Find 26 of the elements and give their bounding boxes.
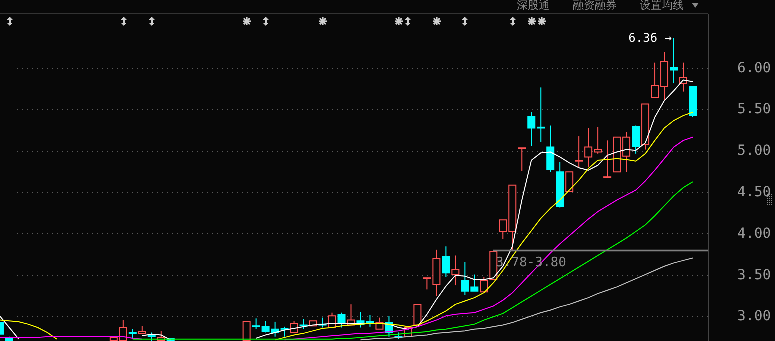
candlestick	[670, 38, 678, 84]
candlestick	[518, 148, 526, 172]
candlestick	[338, 312, 346, 328]
y-tick-label: 4.50	[738, 184, 772, 200]
text: 融资融券	[573, 0, 617, 12]
line-series	[360, 258, 694, 341]
annotation: 6.36 →	[628, 31, 672, 46]
candlestick	[604, 140, 612, 178]
y-tick-label: 4.00	[738, 226, 772, 242]
text: 深股通	[517, 0, 550, 12]
text: 设置均线	[640, 0, 684, 12]
candlestick	[575, 136, 584, 168]
y-tick-label: 5.50	[738, 102, 772, 118]
candlestick	[566, 172, 574, 192]
candlestick	[442, 246, 450, 278]
y-tick-label: 3.00	[738, 308, 772, 325]
y-tick-label: 3.50	[738, 267, 772, 284]
candlestick	[452, 255, 460, 286]
y-tick-label: 5.00	[738, 143, 772, 160]
candlestick	[632, 125, 640, 154]
candlestick	[546, 125, 555, 173]
y-tick-label: 6.00	[738, 60, 772, 76]
line-series	[132, 182, 694, 340]
candlestick	[480, 276, 488, 293]
candlestick	[414, 304, 422, 326]
candlestick	[128, 328, 137, 340]
